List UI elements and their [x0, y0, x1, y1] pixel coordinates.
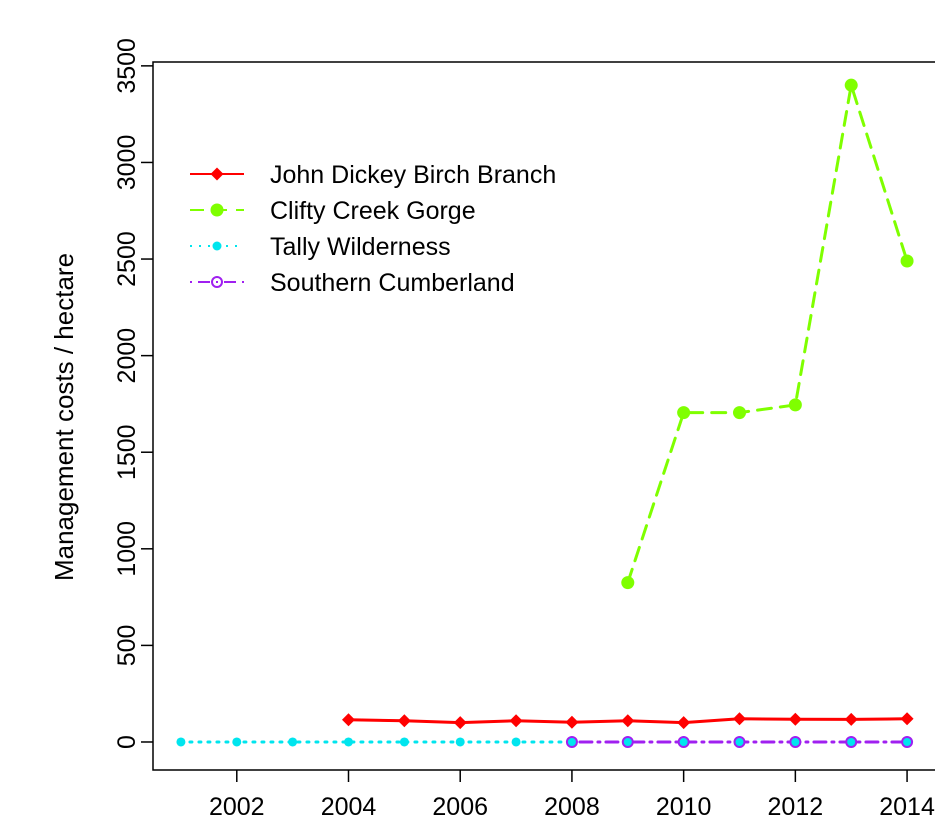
- legend-entry-1: John Dickey Birch Branch: [190, 161, 556, 189]
- data-point: [399, 737, 409, 747]
- series-line: [626, 83, 909, 585]
- data-point: [511, 737, 521, 747]
- y-axis-title: Management costs / hectare: [49, 253, 79, 581]
- data-point: [455, 737, 465, 747]
- data-point: [677, 406, 691, 420]
- legend-label: Southern Cumberland: [270, 269, 515, 297]
- data-point: [788, 398, 802, 412]
- data-point-underlay: [845, 736, 857, 748]
- x-tick-label: 2008: [544, 793, 600, 821]
- data-point-underlay: [678, 736, 690, 748]
- series-2: [621, 78, 914, 590]
- data-point: [733, 735, 746, 748]
- x-tick-label: 2010: [656, 793, 712, 821]
- data-point: [844, 78, 858, 92]
- data-point: [344, 737, 353, 747]
- y-tick-label: 2000: [113, 328, 141, 384]
- y-tick-label: 1000: [113, 521, 141, 577]
- legend-swatch-marker: [212, 241, 222, 251]
- y-tick-label: 3500: [113, 38, 141, 94]
- plot-border: [152, 61, 935, 771]
- series-layer: [176, 78, 914, 748]
- x-tick-label: 2006: [432, 793, 488, 821]
- data-point: [677, 716, 691, 730]
- legend-swatch-marker: [211, 276, 223, 288]
- data-point: [509, 714, 523, 728]
- data-point: [733, 406, 746, 420]
- data-point-underlay: [901, 736, 913, 748]
- data-point: [232, 737, 242, 747]
- x-tick-label: 2002: [209, 793, 265, 821]
- y-tick-label: 3000: [113, 135, 141, 191]
- data-point: [453, 716, 467, 730]
- data-point: [844, 712, 858, 726]
- data-point: [733, 712, 746, 726]
- data-point: [288, 737, 298, 747]
- x-tick-label: 2004: [321, 793, 377, 821]
- series-1: [342, 712, 914, 730]
- data-point: [565, 715, 579, 729]
- legend-entry-3: Tally Wilderness: [190, 233, 451, 261]
- data-point-underlay: [622, 736, 634, 748]
- data-point: [900, 254, 914, 268]
- y-tick-label: 2500: [113, 231, 141, 287]
- data-point: [788, 712, 802, 726]
- legend-swatch-marker: [210, 203, 224, 217]
- plot-frame: [152, 61, 935, 771]
- data-point: [397, 714, 411, 728]
- y-tick-label: 500: [113, 625, 141, 667]
- legend-label: Clifty Creek Gorge: [270, 197, 476, 225]
- y-tick-label: 1500: [113, 424, 141, 480]
- data-point: [565, 735, 578, 748]
- data-point: [789, 735, 802, 748]
- data-point: [900, 712, 914, 726]
- legend: John Dickey Birch Branch Clifty Creek Gor…: [190, 161, 556, 297]
- data-point: [845, 735, 858, 748]
- legend-entry-4: Southern Cumberland: [190, 269, 515, 297]
- data-point: [621, 714, 635, 728]
- data-point-underlay: [789, 736, 801, 748]
- data-point: [677, 735, 690, 748]
- legend-swatch-marker: [210, 167, 224, 181]
- data-point-underlay: [734, 736, 745, 748]
- y-tick-label: 0: [113, 735, 141, 749]
- data-point: [342, 713, 355, 727]
- legend-entry-2: Clifty Creek Gorge: [190, 197, 476, 225]
- data-point: [176, 737, 186, 747]
- data-point: [621, 576, 635, 590]
- x-axis: 2002 2004 2006 2008 2010 2012 2014: [209, 770, 935, 821]
- series-3: [176, 737, 577, 747]
- x-tick-label: 2014: [879, 793, 935, 821]
- legend-label: John Dickey Birch Branch: [270, 161, 556, 189]
- legend-label: Tally Wilderness: [270, 233, 451, 261]
- series-4: [565, 735, 914, 748]
- data-point: [901, 735, 914, 748]
- data-point-underlay: [566, 736, 578, 748]
- x-tick-label: 2012: [768, 793, 824, 821]
- data-point: [621, 735, 634, 748]
- y-axis: 0 500 1000 1500 2000 2500 3000 3500: [113, 38, 153, 749]
